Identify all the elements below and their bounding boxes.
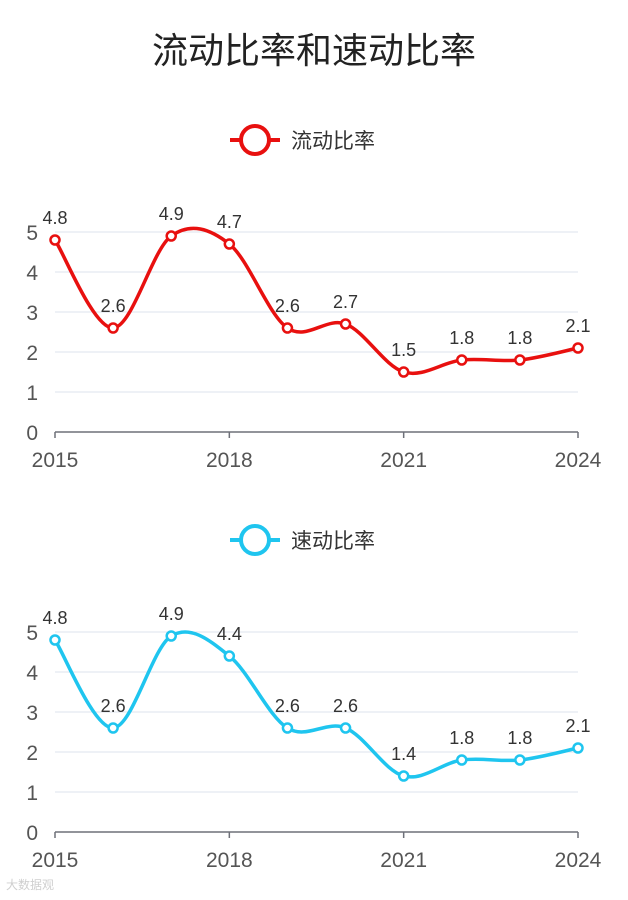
data-point [49,634,61,646]
data-label: 4.8 [42,208,67,228]
x-tick-label: 2024 [555,449,602,472]
y-tick-label: 0 [26,822,38,845]
data-label: 2.6 [101,696,126,716]
data-point [456,754,468,766]
y-tick-label: 2 [26,342,38,365]
legend-label: 速动比率 [291,529,375,553]
y-tick-label: 5 [26,622,38,645]
data-point [281,322,294,334]
watermark: 大数据观 [6,878,55,892]
data-label: 2.1 [565,316,590,336]
data-point [281,722,294,734]
data-point [397,366,410,378]
y-tick-label: 4 [26,662,38,685]
y-tick-label: 0 [26,422,38,445]
data-label: 1.8 [449,328,474,348]
data-point [514,354,526,366]
legend-label: 流动比率 [291,129,375,153]
data-label: 2.6 [333,696,358,716]
data-point [572,342,584,354]
data-point [397,770,410,782]
data-label: 2.6 [101,296,126,316]
x-tick-label: 2021 [380,849,427,872]
data-label: 4.7 [217,212,242,232]
data-label: 1.4 [391,744,416,764]
data-label: 1.8 [507,728,532,748]
data-point [107,722,119,734]
data-label: 2.7 [333,292,358,312]
current-ratio-chart: 流动比率 0 1 2 3 4 5 2015 2018 2021 2024 4.8 2.6 4.9 4.7 2.… [26,124,602,472]
y-tick-label: 5 [26,222,38,245]
data-label: 4.9 [159,604,184,624]
quick-ratio-chart: 速动比率 0 1 2 3 4 5 2015 2018 2021 2024 4.8 2.6 4.9 4.4 2.… [26,524,602,872]
data-point [165,230,177,242]
x-tick-label: 2021 [380,449,427,472]
data-point [339,318,352,330]
data-label: 4.9 [159,204,184,224]
data-point [339,722,352,734]
data-label: 4.8 [42,608,67,628]
data-point [223,650,236,662]
y-tick-label: 1 [26,782,38,805]
x-tick-label: 2015 [32,449,79,472]
data-label: 1.8 [507,328,532,348]
data-point [456,354,468,366]
data-point [223,238,236,250]
y-tick-label: 1 [26,382,38,405]
x-tick-label: 2018 [206,849,253,872]
x-tick-label: 2015 [32,849,79,872]
data-label: 1.5 [391,340,416,360]
y-tick-label: 2 [26,742,38,765]
quick-ratio-line [53,630,579,779]
data-label: 4.4 [217,624,242,644]
y-tick-label: 3 [26,702,38,725]
x-tick-label: 2024 [555,849,602,872]
data-label: 2.6 [275,696,300,716]
x-tick-label: 2018 [206,449,253,472]
data-label: 1.8 [449,728,474,748]
y-tick-label: 3 [26,302,38,325]
data-point [165,630,177,642]
y-tick-label: 4 [26,262,38,285]
legend-marker [239,124,271,156]
data-point [514,754,526,766]
legend-marker [239,524,271,556]
data-point [107,322,119,334]
data-point [572,742,584,754]
page-title: 流动比率和速动比率 [151,31,476,72]
data-label: 2.1 [565,716,590,736]
data-label: 2.6 [275,296,300,316]
data-point [49,234,61,246]
